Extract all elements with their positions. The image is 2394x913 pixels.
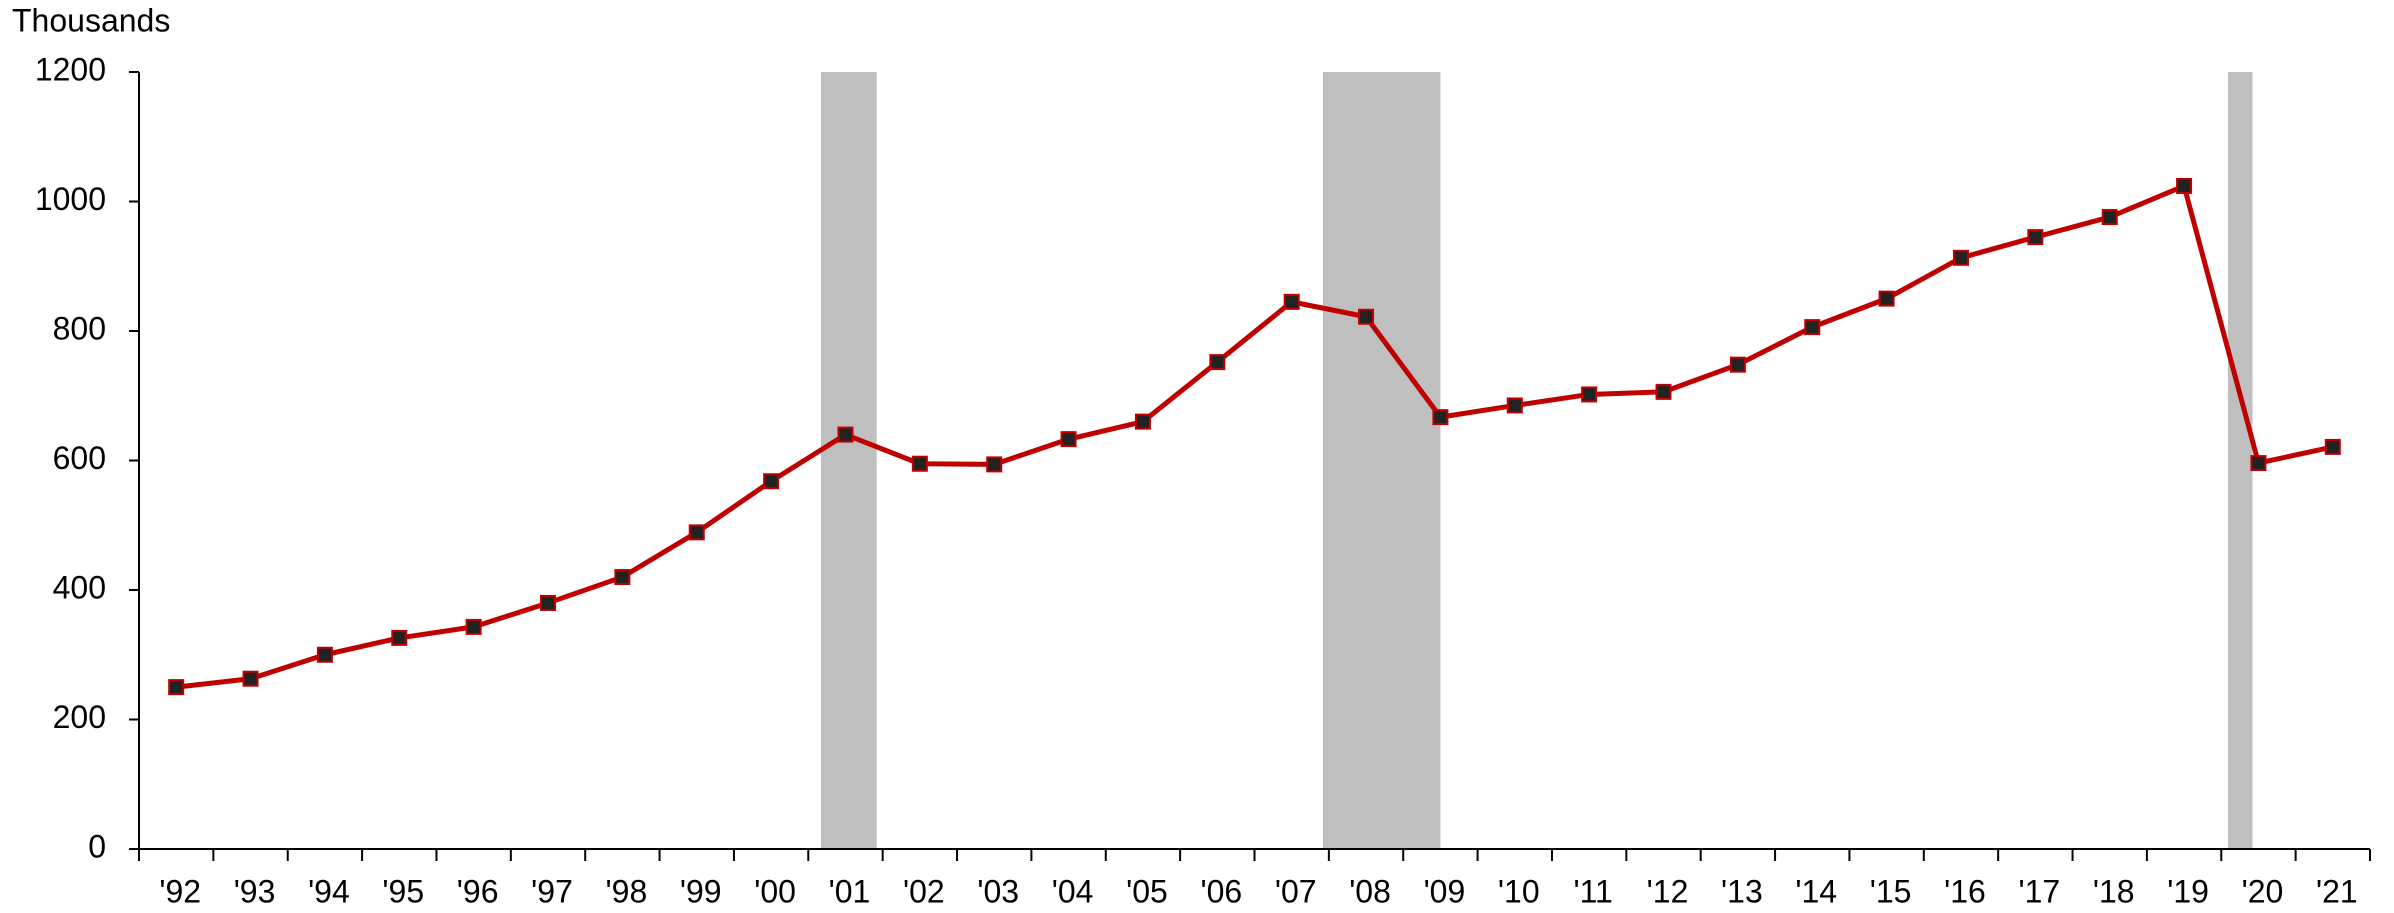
x-tick-label: '13 xyxy=(1721,873,1763,909)
y-tick-label: 1200 xyxy=(35,51,106,87)
y-tick-label: 800 xyxy=(53,310,106,346)
marker xyxy=(316,646,333,663)
marker xyxy=(168,679,185,696)
shaded-period xyxy=(1322,72,1441,849)
x-tick-label: '01 xyxy=(829,873,871,909)
marker xyxy=(2250,455,2267,472)
x-tick-label: '09 xyxy=(1424,873,1466,909)
y-tick-label: 1000 xyxy=(35,181,106,217)
x-tick-label: '20 xyxy=(2242,873,2284,909)
x-tick-label: '12 xyxy=(1647,873,1689,909)
marker xyxy=(540,594,557,611)
x-tick-label: '15 xyxy=(1870,873,1912,909)
marker xyxy=(1581,386,1598,403)
marker xyxy=(837,426,854,443)
marker xyxy=(1060,431,1077,448)
marker xyxy=(986,456,1003,473)
shaded-period xyxy=(2227,72,2253,849)
marker xyxy=(391,629,408,646)
marker xyxy=(614,569,631,586)
x-tick-label: '94 xyxy=(308,873,350,909)
marker xyxy=(688,524,705,541)
x-tick-label: '14 xyxy=(1795,873,1837,909)
x-tick-label: '10 xyxy=(1498,873,1540,909)
x-tick-label: '99 xyxy=(680,873,722,909)
marker xyxy=(1432,409,1449,426)
x-tick-label: '11 xyxy=(1573,873,1612,909)
x-tick-label: '17 xyxy=(2018,873,2060,909)
y-axis-label: Thousands xyxy=(12,2,170,38)
marker xyxy=(2027,229,2044,246)
x-tick-label: '95 xyxy=(382,873,424,909)
marker xyxy=(465,618,482,635)
y-tick-label: 400 xyxy=(53,569,106,605)
marker xyxy=(2324,438,2341,455)
marker xyxy=(1878,290,1895,307)
marker xyxy=(1655,383,1672,400)
marker xyxy=(2176,177,2193,194)
x-tick-label: '07 xyxy=(1275,873,1317,909)
x-tick-label: '03 xyxy=(977,873,1019,909)
y-tick-label: 600 xyxy=(53,440,106,476)
x-tick-label: '06 xyxy=(1200,873,1242,909)
x-tick-label: '93 xyxy=(234,873,276,909)
marker xyxy=(1134,413,1151,430)
marker xyxy=(1804,319,1821,336)
x-tick-label: '97 xyxy=(531,873,573,909)
marker xyxy=(911,455,928,472)
marker xyxy=(1358,308,1375,325)
x-tick-label: '21 xyxy=(2316,873,2358,909)
x-tick-label: '08 xyxy=(1349,873,1391,909)
x-tick-label: '96 xyxy=(457,873,499,909)
line xyxy=(175,183,2334,690)
marker xyxy=(1952,249,1969,266)
x-tick-label: '05 xyxy=(1126,873,1168,909)
x-tick-label: '00 xyxy=(754,873,796,909)
x-tick-label: '16 xyxy=(1944,873,1986,909)
y-tick-label: 0 xyxy=(88,828,106,864)
marker xyxy=(1209,354,1226,371)
marker xyxy=(763,473,780,490)
x-tick-label: '19 xyxy=(2167,873,2209,909)
x-tick-label: '92 xyxy=(159,873,201,909)
x-tick-label: '98 xyxy=(606,873,648,909)
marker xyxy=(1729,356,1746,373)
shaded-period xyxy=(820,72,877,849)
x-tick-label: '02 xyxy=(903,873,945,909)
x-tick-label: '18 xyxy=(2093,873,2135,909)
x-tick-label: '04 xyxy=(1052,873,1094,909)
marker xyxy=(1506,397,1523,414)
y-tick-label: 200 xyxy=(53,699,106,735)
marker xyxy=(242,670,259,687)
marker xyxy=(1283,293,1300,310)
marker xyxy=(2101,209,2118,226)
